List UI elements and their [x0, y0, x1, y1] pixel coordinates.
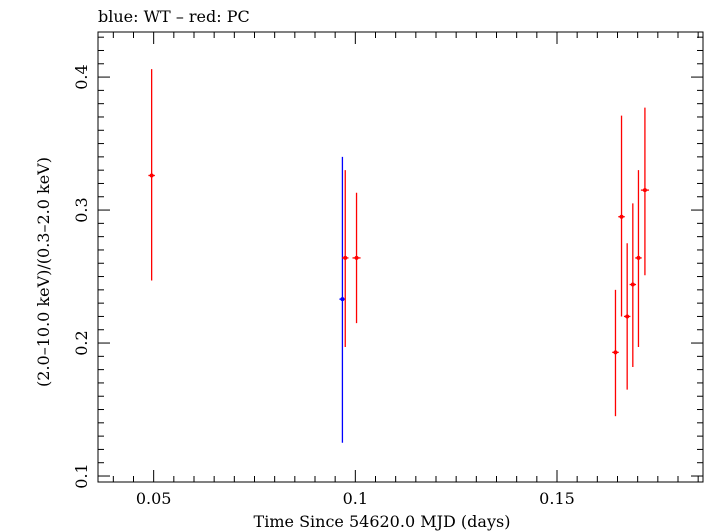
data-point — [618, 115, 625, 317]
y-tick-label: 0.2 — [72, 330, 91, 355]
data-point — [640, 107, 649, 276]
data-point — [635, 170, 642, 348]
plot-frame — [97, 31, 704, 483]
data-point — [339, 156, 346, 443]
data-points — [148, 69, 649, 443]
point-marker — [343, 255, 348, 260]
data-point — [623, 243, 631, 390]
chart-title: blue: WT – red: PC — [98, 7, 250, 26]
x-tick-label: 0.1 — [343, 489, 368, 508]
x-tick-label: 0.05 — [136, 489, 172, 508]
y-tick-label: 0.3 — [72, 197, 91, 222]
data-point — [342, 170, 349, 348]
point-marker — [354, 255, 359, 260]
x-tick-label: 0.15 — [539, 489, 575, 508]
point-marker — [340, 297, 345, 302]
point-marker — [149, 173, 154, 178]
point-marker — [630, 282, 635, 287]
x-axis-label: Time Since 54620.0 MJD (days) — [254, 512, 511, 531]
data-point — [612, 289, 619, 417]
y-tick-label: 0.4 — [72, 64, 91, 89]
x-axis: 0.05 0.1 0.15 — [112, 32, 699, 508]
point-marker — [636, 255, 641, 260]
y-axis-label: (2.0–10.0 keV)/(0.3–2.0 keV) — [34, 157, 53, 387]
point-marker — [613, 350, 618, 355]
data-point — [629, 203, 637, 367]
point-marker — [642, 188, 647, 193]
y-axis: 0.1 0.2 0.3 0.4 — [72, 36, 703, 489]
y-tick-label: 0.1 — [72, 463, 91, 488]
data-point — [352, 192, 361, 324]
point-marker — [619, 214, 624, 219]
data-point — [148, 69, 155, 281]
point-marker — [625, 314, 630, 319]
